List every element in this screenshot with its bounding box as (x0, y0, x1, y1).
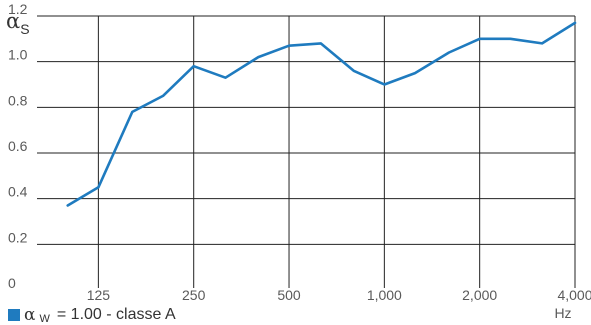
y-tick-label-3: 0.6 (8, 138, 28, 154)
y-axis-subscript: S (20, 21, 29, 37)
y-tick-label-5: 1.0 (8, 47, 28, 63)
y-tick-label-1: 0.2 (8, 229, 28, 245)
x-tick-label-2: 500 (277, 287, 301, 303)
grid (37, 15, 576, 288)
y-tick-labels: 0 0.2 0.4 0.6 0.8 1.0 1.2 (8, 1, 28, 291)
legend-text: = 1.00 - classe A (56, 306, 176, 323)
x-tick-label-4: 2,000 (462, 287, 497, 303)
y-tick-label-0: 0 (8, 275, 16, 291)
legend-subscript: W (39, 313, 50, 325)
series-line-0 (66, 21, 577, 207)
x-tick-label-3: 1,000 (367, 287, 402, 303)
x-axis-unit-label: Hz (554, 305, 571, 320)
x-tick-labels: 125 250 500 1,000 2,000 4,000 (87, 287, 591, 303)
y-axis-symbol: α (6, 9, 20, 33)
x-tick-label-1: 250 (182, 287, 206, 303)
y-axis-label: αS (6, 9, 30, 37)
x-tick-label-0: 125 (87, 287, 111, 303)
y-tick-label-2: 0.4 (8, 184, 28, 200)
x-tick-label-5: 4,000 (557, 287, 591, 303)
y-tick-label-4: 0.8 (8, 92, 28, 108)
series-layer (66, 21, 577, 207)
y-tick-label-6: 1.2 (8, 1, 28, 17)
legend-symbol: α (24, 305, 36, 325)
legend-swatch (8, 309, 20, 321)
